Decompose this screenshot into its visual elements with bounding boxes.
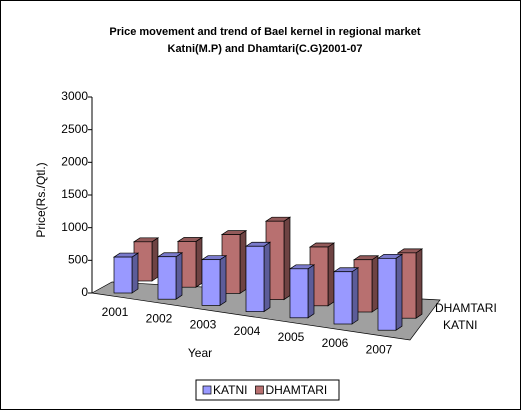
series-axis-label: KATNI (443, 318, 477, 332)
series-axis-label: DHAMTARI (435, 301, 497, 315)
legend-label: KATNI (213, 383, 247, 397)
bar-side (351, 267, 359, 325)
bar (289, 268, 309, 319)
y-tick-label: 1500 (61, 187, 88, 201)
bar-side (307, 264, 315, 319)
legend-swatch (202, 385, 212, 395)
bar-side (175, 252, 183, 300)
chart-title: Katni(M.P) and Dhamtari(C.G)2001-07 (168, 43, 363, 55)
x-tick-label: 2001 (102, 305, 129, 319)
x-tick-label: 2004 (234, 324, 261, 338)
bar (245, 245, 265, 312)
bar (377, 257, 397, 331)
bar (333, 271, 353, 325)
bar-side (263, 241, 271, 313)
bar (201, 259, 221, 306)
bar (157, 256, 177, 300)
x-tick-label: 2003 (190, 318, 217, 332)
bar-side (371, 255, 379, 313)
legend-swatch (255, 385, 264, 395)
x-tick-label: 2007 (366, 342, 393, 356)
y-tick-label: 500 (68, 253, 88, 267)
y-tick-label: 2000 (61, 155, 88, 169)
bar-side (131, 252, 139, 294)
y-axis-title: Price(Rs./Qtl.) (34, 162, 48, 237)
bar-side (151, 237, 159, 282)
bar-side (327, 242, 335, 307)
x-tick-label: 2006 (322, 336, 349, 350)
y-tick-label: 0 (81, 285, 88, 299)
y-tick-label: 3000 (61, 89, 88, 103)
x-tick-label: 2005 (278, 330, 305, 344)
chart-title: Price movement and trend of Bael kernel … (109, 26, 420, 38)
bar-side (395, 253, 403, 331)
x-axis-title: Year (188, 346, 212, 360)
bar-side (219, 255, 227, 307)
bar-side (239, 229, 247, 295)
y-tick-label: 1000 (61, 220, 88, 234)
bar (113, 256, 133, 294)
bar-side (283, 216, 291, 301)
bar-side (415, 248, 423, 319)
legend (195, 379, 340, 401)
bar-side (195, 236, 203, 288)
y-tick-label: 2500 (61, 122, 88, 136)
legend-label: DHAMTARI (265, 383, 327, 397)
x-tick-label: 2002 (146, 311, 173, 325)
